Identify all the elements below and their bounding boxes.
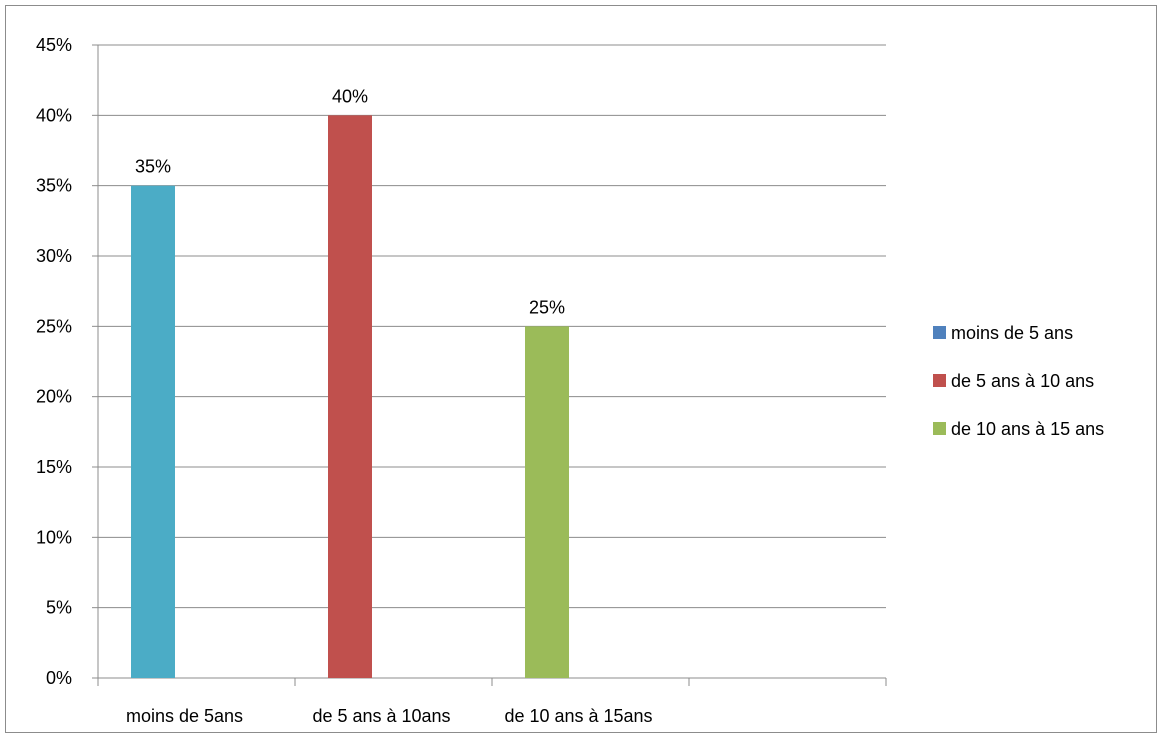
- x-category-label: de 10 ans à 15ans: [504, 706, 652, 726]
- data-label: 40%: [332, 86, 368, 106]
- chart-frame: [5, 5, 1157, 733]
- legend-label: de 10 ans à 15 ans: [951, 419, 1104, 439]
- x-category-label: moins de 5ans: [126, 706, 243, 726]
- legend-swatch: [933, 422, 946, 435]
- y-tick-label: 35%: [36, 176, 72, 196]
- legend-label: de 5 ans à 10 ans: [951, 371, 1094, 391]
- y-tick-label: 5%: [46, 598, 72, 618]
- legend-swatch: [933, 374, 946, 387]
- legend-label: moins de 5 ans: [951, 323, 1073, 343]
- y-tick-label: 25%: [36, 316, 72, 336]
- legend-swatch: [933, 326, 946, 339]
- x-category-label: de 5 ans à 10ans: [312, 706, 450, 726]
- y-tick-label: 45%: [36, 35, 72, 55]
- y-tick-label: 15%: [36, 457, 72, 477]
- data-label: 25%: [529, 297, 565, 317]
- bar: [131, 185, 175, 678]
- data-label: 35%: [135, 157, 171, 177]
- bar: [328, 115, 372, 679]
- y-tick-label: 30%: [36, 246, 72, 266]
- y-tick-label: 20%: [36, 387, 72, 407]
- y-tick-label: 0%: [46, 668, 72, 688]
- y-tick-label: 10%: [36, 527, 72, 547]
- bar: [525, 326, 569, 678]
- y-tick-label: 40%: [36, 105, 72, 125]
